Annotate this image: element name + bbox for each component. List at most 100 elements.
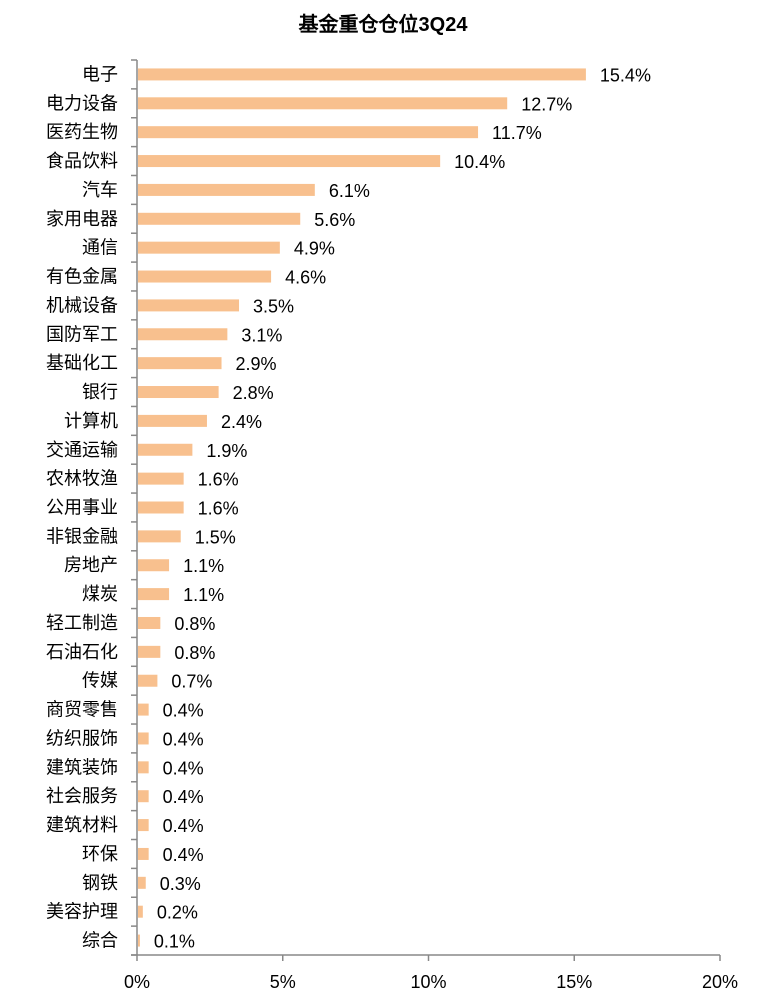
data-label: 0.1% bbox=[154, 932, 195, 952]
bar bbox=[138, 97, 508, 110]
bar bbox=[138, 386, 219, 399]
data-label: 0.2% bbox=[157, 903, 198, 923]
data-label: 1.6% bbox=[198, 499, 239, 519]
data-label: 4.9% bbox=[294, 239, 335, 259]
data-label: 5.6% bbox=[314, 210, 355, 230]
data-label: 0.4% bbox=[163, 816, 204, 836]
bar bbox=[138, 328, 228, 341]
data-label: 0.4% bbox=[163, 845, 204, 865]
category-label: 计算机 bbox=[64, 411, 118, 431]
data-label: 2.8% bbox=[233, 383, 274, 403]
category-label: 交通运输 bbox=[46, 440, 118, 460]
category-label: 基础化工 bbox=[46, 353, 118, 373]
category-label: 非银金融 bbox=[46, 526, 118, 546]
category-label: 房地产 bbox=[64, 555, 118, 575]
category-label: 通信 bbox=[82, 238, 118, 258]
bar bbox=[138, 761, 149, 774]
bar bbox=[138, 905, 143, 918]
bar bbox=[138, 674, 158, 687]
chart-title: 基金重仓仓位3Q24 bbox=[299, 12, 469, 36]
category-label: 石油石化 bbox=[46, 642, 118, 662]
category-label: 有色金属 bbox=[46, 267, 118, 287]
bar bbox=[138, 299, 240, 312]
bar bbox=[138, 732, 149, 745]
category-label: 银行 bbox=[82, 382, 118, 402]
data-label: 0.8% bbox=[174, 614, 215, 634]
x-tick-label: 5% bbox=[270, 972, 296, 992]
data-label: 10.4% bbox=[454, 152, 505, 172]
category-label: 建筑装饰 bbox=[46, 757, 118, 777]
data-label: 0.7% bbox=[171, 672, 212, 692]
bar bbox=[138, 934, 140, 947]
data-label: 3.1% bbox=[241, 325, 282, 345]
data-label: 2.9% bbox=[236, 354, 277, 374]
bar bbox=[138, 703, 149, 716]
data-label: 0.3% bbox=[160, 874, 201, 894]
data-label: 3.5% bbox=[253, 296, 294, 316]
category-label: 商贸零售 bbox=[46, 700, 118, 720]
data-label: 0.8% bbox=[174, 643, 215, 663]
data-label: 4.6% bbox=[285, 268, 326, 288]
category-label: 农林牧渔 bbox=[46, 469, 118, 489]
bar bbox=[138, 212, 301, 225]
bar bbox=[138, 155, 441, 168]
x-tick-label: 20% bbox=[702, 972, 738, 992]
data-label: 11.7% bbox=[492, 123, 542, 143]
bar bbox=[138, 876, 146, 889]
category-label: 综合 bbox=[82, 931, 118, 951]
category-label: 电子 bbox=[82, 64, 118, 84]
category-label: 汽车 bbox=[82, 180, 118, 200]
category-label: 食品饮料 bbox=[46, 151, 118, 171]
bar bbox=[138, 847, 149, 860]
data-label: 2.4% bbox=[221, 412, 262, 432]
bar bbox=[138, 414, 207, 427]
category-label: 钢铁 bbox=[82, 873, 118, 893]
category-label: 纺织服饰 bbox=[46, 728, 118, 748]
bar bbox=[138, 241, 280, 254]
category-label: 建筑材料 bbox=[46, 815, 118, 835]
category-label: 轻工制造 bbox=[46, 613, 118, 633]
category-label: 机械设备 bbox=[46, 295, 118, 315]
category-label: 美容护理 bbox=[46, 902, 118, 922]
bar bbox=[138, 126, 479, 139]
x-tick-label: 10% bbox=[410, 972, 446, 992]
x-tick-label: 15% bbox=[556, 972, 592, 992]
bar bbox=[138, 357, 222, 370]
category-label: 电力设备 bbox=[46, 93, 118, 113]
bar bbox=[138, 645, 161, 658]
data-label: 1.9% bbox=[206, 441, 247, 461]
bar bbox=[138, 183, 315, 196]
bar bbox=[138, 68, 586, 81]
category-label: 家用电器 bbox=[46, 209, 118, 229]
data-label: 0.4% bbox=[163, 758, 204, 778]
category-label: 社会服务 bbox=[46, 786, 118, 806]
data-label: 1.1% bbox=[183, 585, 224, 605]
plot-area: 0% 5% 10% 15% 20% 电子 15.4% 电力设备 12.7% 医药生物 11.7% 食品… bbox=[46, 59, 738, 992]
bar bbox=[138, 443, 193, 456]
category-label: 煤炭 bbox=[82, 584, 118, 604]
category-label: 医药生物 bbox=[46, 122, 118, 142]
bar bbox=[138, 270, 272, 283]
data-label: 0.4% bbox=[163, 787, 204, 807]
data-label: 1.1% bbox=[183, 556, 224, 576]
bar bbox=[138, 819, 149, 832]
bar bbox=[138, 616, 161, 629]
bar bbox=[138, 559, 170, 572]
data-label: 0.4% bbox=[163, 729, 204, 749]
x-tick-label: 0% bbox=[124, 972, 150, 992]
category-label: 环保 bbox=[82, 844, 118, 864]
category-label: 国防军工 bbox=[46, 324, 118, 344]
bar bbox=[138, 530, 181, 543]
bar bbox=[138, 501, 184, 514]
data-label: 1.5% bbox=[195, 527, 236, 547]
bar bbox=[138, 472, 184, 485]
bar bbox=[138, 790, 149, 803]
data-label: 1.6% bbox=[198, 470, 239, 490]
data-label: 15.4% bbox=[600, 65, 651, 85]
category-label: 传媒 bbox=[82, 671, 118, 691]
data-label: 12.7% bbox=[521, 94, 572, 114]
category-label: 公用事业 bbox=[46, 498, 118, 518]
data-label: 6.1% bbox=[329, 181, 370, 201]
bar bbox=[138, 588, 170, 601]
